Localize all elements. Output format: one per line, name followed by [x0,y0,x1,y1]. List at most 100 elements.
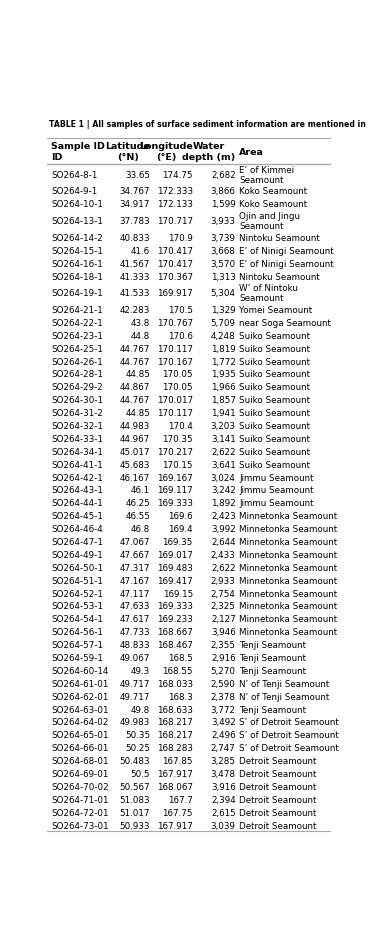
Text: N’ of Tenji Seamount: N’ of Tenji Seamount [239,692,330,701]
Text: 3,039: 3,039 [210,821,236,829]
Text: Koko Seamount: Koko Seamount [239,187,308,197]
Text: 170.05: 170.05 [162,370,193,379]
Text: 3,668: 3,668 [211,246,236,256]
Text: 3,203: 3,203 [210,421,236,431]
Text: 2,325: 2,325 [211,602,236,611]
Text: Suiko Seamount: Suiko Seamount [239,370,310,379]
Text: 174.75: 174.75 [162,170,193,180]
Text: 49.8: 49.8 [131,705,150,714]
Text: SO264-63-01: SO264-63-01 [51,705,109,714]
Text: 169.917: 169.917 [157,289,193,298]
Text: 2,916: 2,916 [211,653,236,663]
Text: 2,622: 2,622 [211,563,236,572]
Text: E’ of Ninigi Seamount: E’ of Ninigi Seamount [239,259,334,269]
Text: Minnetonka Seamount: Minnetonka Seamount [239,512,337,520]
Text: 44.767: 44.767 [120,358,150,366]
Text: 170.15: 170.15 [162,461,193,469]
Text: SO264-29-2: SO264-29-2 [51,383,103,392]
Text: SO264-59-1: SO264-59-1 [51,653,103,663]
Text: 3,570: 3,570 [210,259,236,269]
Text: Nintoku Seamount: Nintoku Seamount [239,234,320,242]
Text: 49.067: 49.067 [120,653,150,663]
Text: 44.967: 44.967 [120,434,150,444]
Text: 2,433: 2,433 [211,550,236,560]
Text: 2,355: 2,355 [210,640,236,650]
Text: 46.167: 46.167 [120,473,150,482]
Text: Detroit Seamount: Detroit Seamount [239,756,317,766]
Text: 47.317: 47.317 [120,563,150,572]
Text: 3,933: 3,933 [210,217,236,226]
Text: 2,496: 2,496 [211,731,236,739]
Text: Minnetonka Seamount: Minnetonka Seamount [239,602,337,611]
Text: S’ of Detroit Seamount: S’ of Detroit Seamount [239,731,339,739]
Text: 167.917: 167.917 [157,821,193,829]
Text: SO264-65-01: SO264-65-01 [51,731,109,739]
Text: 2,127: 2,127 [211,615,236,623]
Text: 3,242: 3,242 [211,486,236,495]
Text: Suiko Seamount: Suiko Seamount [239,409,310,417]
Text: SO264-8-1: SO264-8-1 [51,170,98,180]
Text: 45.017: 45.017 [120,447,150,457]
Text: Nintoku Seamount: Nintoku Seamount [239,272,320,281]
Text: 170.05: 170.05 [162,383,193,392]
Text: Detroit Seamount: Detroit Seamount [239,795,317,804]
Text: SO264-69-01: SO264-69-01 [51,769,109,778]
Text: 4,248: 4,248 [211,331,236,341]
Text: 43.8: 43.8 [131,318,150,328]
Text: 47.617: 47.617 [120,615,150,623]
Text: 169.6: 169.6 [168,512,193,520]
Text: Detroit Seamount: Detroit Seamount [239,782,317,791]
Text: 34.767: 34.767 [120,187,150,197]
Text: SO264-50-1: SO264-50-1 [51,563,103,572]
Text: SO264-13-1: SO264-13-1 [51,217,103,226]
Text: 170.4: 170.4 [168,421,193,431]
Text: 172.333: 172.333 [157,187,193,197]
Text: 170.417: 170.417 [157,246,193,256]
Text: SO264-66-01: SO264-66-01 [51,743,109,753]
Text: Sample ID
ID: Sample ID ID [51,142,105,162]
Text: 47.733: 47.733 [120,627,150,636]
Text: 44.85: 44.85 [125,370,150,379]
Text: 168.033: 168.033 [157,679,193,688]
Text: SO264-42-1: SO264-42-1 [51,473,103,482]
Text: 3,285: 3,285 [210,756,236,766]
Text: SO264-9-1: SO264-9-1 [51,187,98,197]
Text: SO264-44-1: SO264-44-1 [51,499,103,508]
Text: E’ of Kimmei
Seamount: E’ of Kimmei Seamount [239,166,294,184]
Text: SO264-70-02: SO264-70-02 [51,782,109,791]
Text: N’ of Tenji Seamount: N’ of Tenji Seamount [239,679,330,688]
Text: Minnetonka Seamount: Minnetonka Seamount [239,563,337,572]
Text: 167.75: 167.75 [162,808,193,817]
Text: 170.217: 170.217 [157,447,193,457]
Text: near Soga Seamount: near Soga Seamount [239,318,331,328]
Text: SO264-51-1: SO264-51-1 [51,576,103,585]
Text: 3,141: 3,141 [211,434,236,444]
Text: 2,644: 2,644 [211,537,236,547]
Text: 168.3: 168.3 [168,692,193,701]
Text: SO264-22-1: SO264-22-1 [51,318,103,328]
Text: 172.133: 172.133 [157,200,193,209]
Text: 2,394: 2,394 [211,795,236,804]
Text: 46.25: 46.25 [125,499,150,508]
Text: 41.333: 41.333 [120,272,150,281]
Text: Koko Seamount: Koko Seamount [239,200,308,209]
Text: 168.217: 168.217 [157,718,193,726]
Text: 170.35: 170.35 [162,434,193,444]
Text: Suiko Seamount: Suiko Seamount [239,447,310,457]
Text: SO264-28-1: SO264-28-1 [51,370,103,379]
Text: SO264-73-01: SO264-73-01 [51,821,109,829]
Text: 170.717: 170.717 [157,217,193,226]
Text: Detroit Seamount: Detroit Seamount [239,769,317,778]
Text: SO264-52-1: SO264-52-1 [51,589,103,598]
Text: Suiko Seamount: Suiko Seamount [239,344,310,353]
Text: 1,857: 1,857 [210,396,236,405]
Text: Minnetonka Seamount: Minnetonka Seamount [239,524,337,534]
Text: Detroit Seamount: Detroit Seamount [239,821,317,829]
Text: SO264-45-1: SO264-45-1 [51,512,103,520]
Text: 169.233: 169.233 [157,615,193,623]
Text: 170.117: 170.117 [157,409,193,417]
Text: 50.567: 50.567 [120,782,150,791]
Text: 169.417: 169.417 [157,576,193,585]
Text: 2,747: 2,747 [211,743,236,753]
Text: 2,754: 2,754 [211,589,236,598]
